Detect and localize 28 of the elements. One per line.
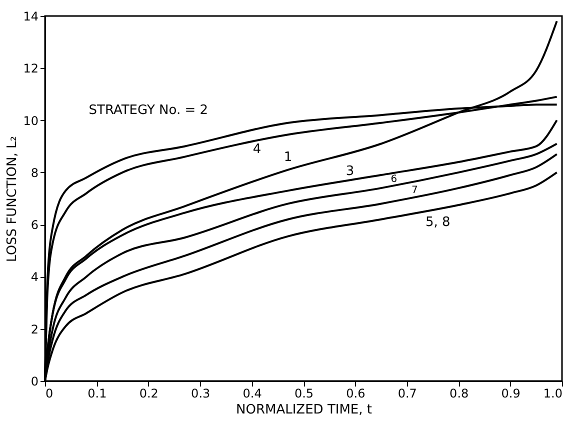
series-label: 7 xyxy=(411,185,418,196)
x-tick-label: 0.7 xyxy=(398,386,417,400)
y-tick-label: 2 xyxy=(30,322,38,336)
series-label: 4 xyxy=(252,142,262,157)
x-tick-label: 0.4 xyxy=(242,386,262,400)
y-axis-title: LOSS FUNCTION, L₂ xyxy=(5,136,20,262)
x-tick-label: 0.9 xyxy=(501,386,520,400)
series-label: 5, 8 xyxy=(426,214,450,230)
x-tick-label: 0.1 xyxy=(88,386,107,400)
series-label: 1 xyxy=(284,150,292,165)
series-label: 3 xyxy=(346,164,354,180)
x-tick-label: 1.0 xyxy=(543,386,562,400)
y-tick-label: 14 xyxy=(23,10,38,24)
y-tick-label: 4 xyxy=(30,270,38,284)
x-tick-label: 0.3 xyxy=(191,386,210,400)
y-tick-label: 12 xyxy=(23,62,38,76)
series-label: 6 xyxy=(390,174,398,186)
x-axis-title: NORMALIZED TIME, t xyxy=(236,402,372,418)
x-tick-label: 0.8 xyxy=(450,386,469,400)
x-tick-label: 0.2 xyxy=(139,386,158,400)
series-label: STRATEGY No. = 2 xyxy=(88,102,208,118)
y-tick-label: 8 xyxy=(30,166,38,180)
y-tick-label: 0 xyxy=(30,374,38,388)
y-tick-label: 6 xyxy=(30,218,38,232)
y-tick-label: 10 xyxy=(23,114,38,128)
x-tick-label: 0.5 xyxy=(294,386,314,400)
x-tick-label: 0.6 xyxy=(346,386,366,400)
x-tick-label: 0 xyxy=(46,386,54,400)
